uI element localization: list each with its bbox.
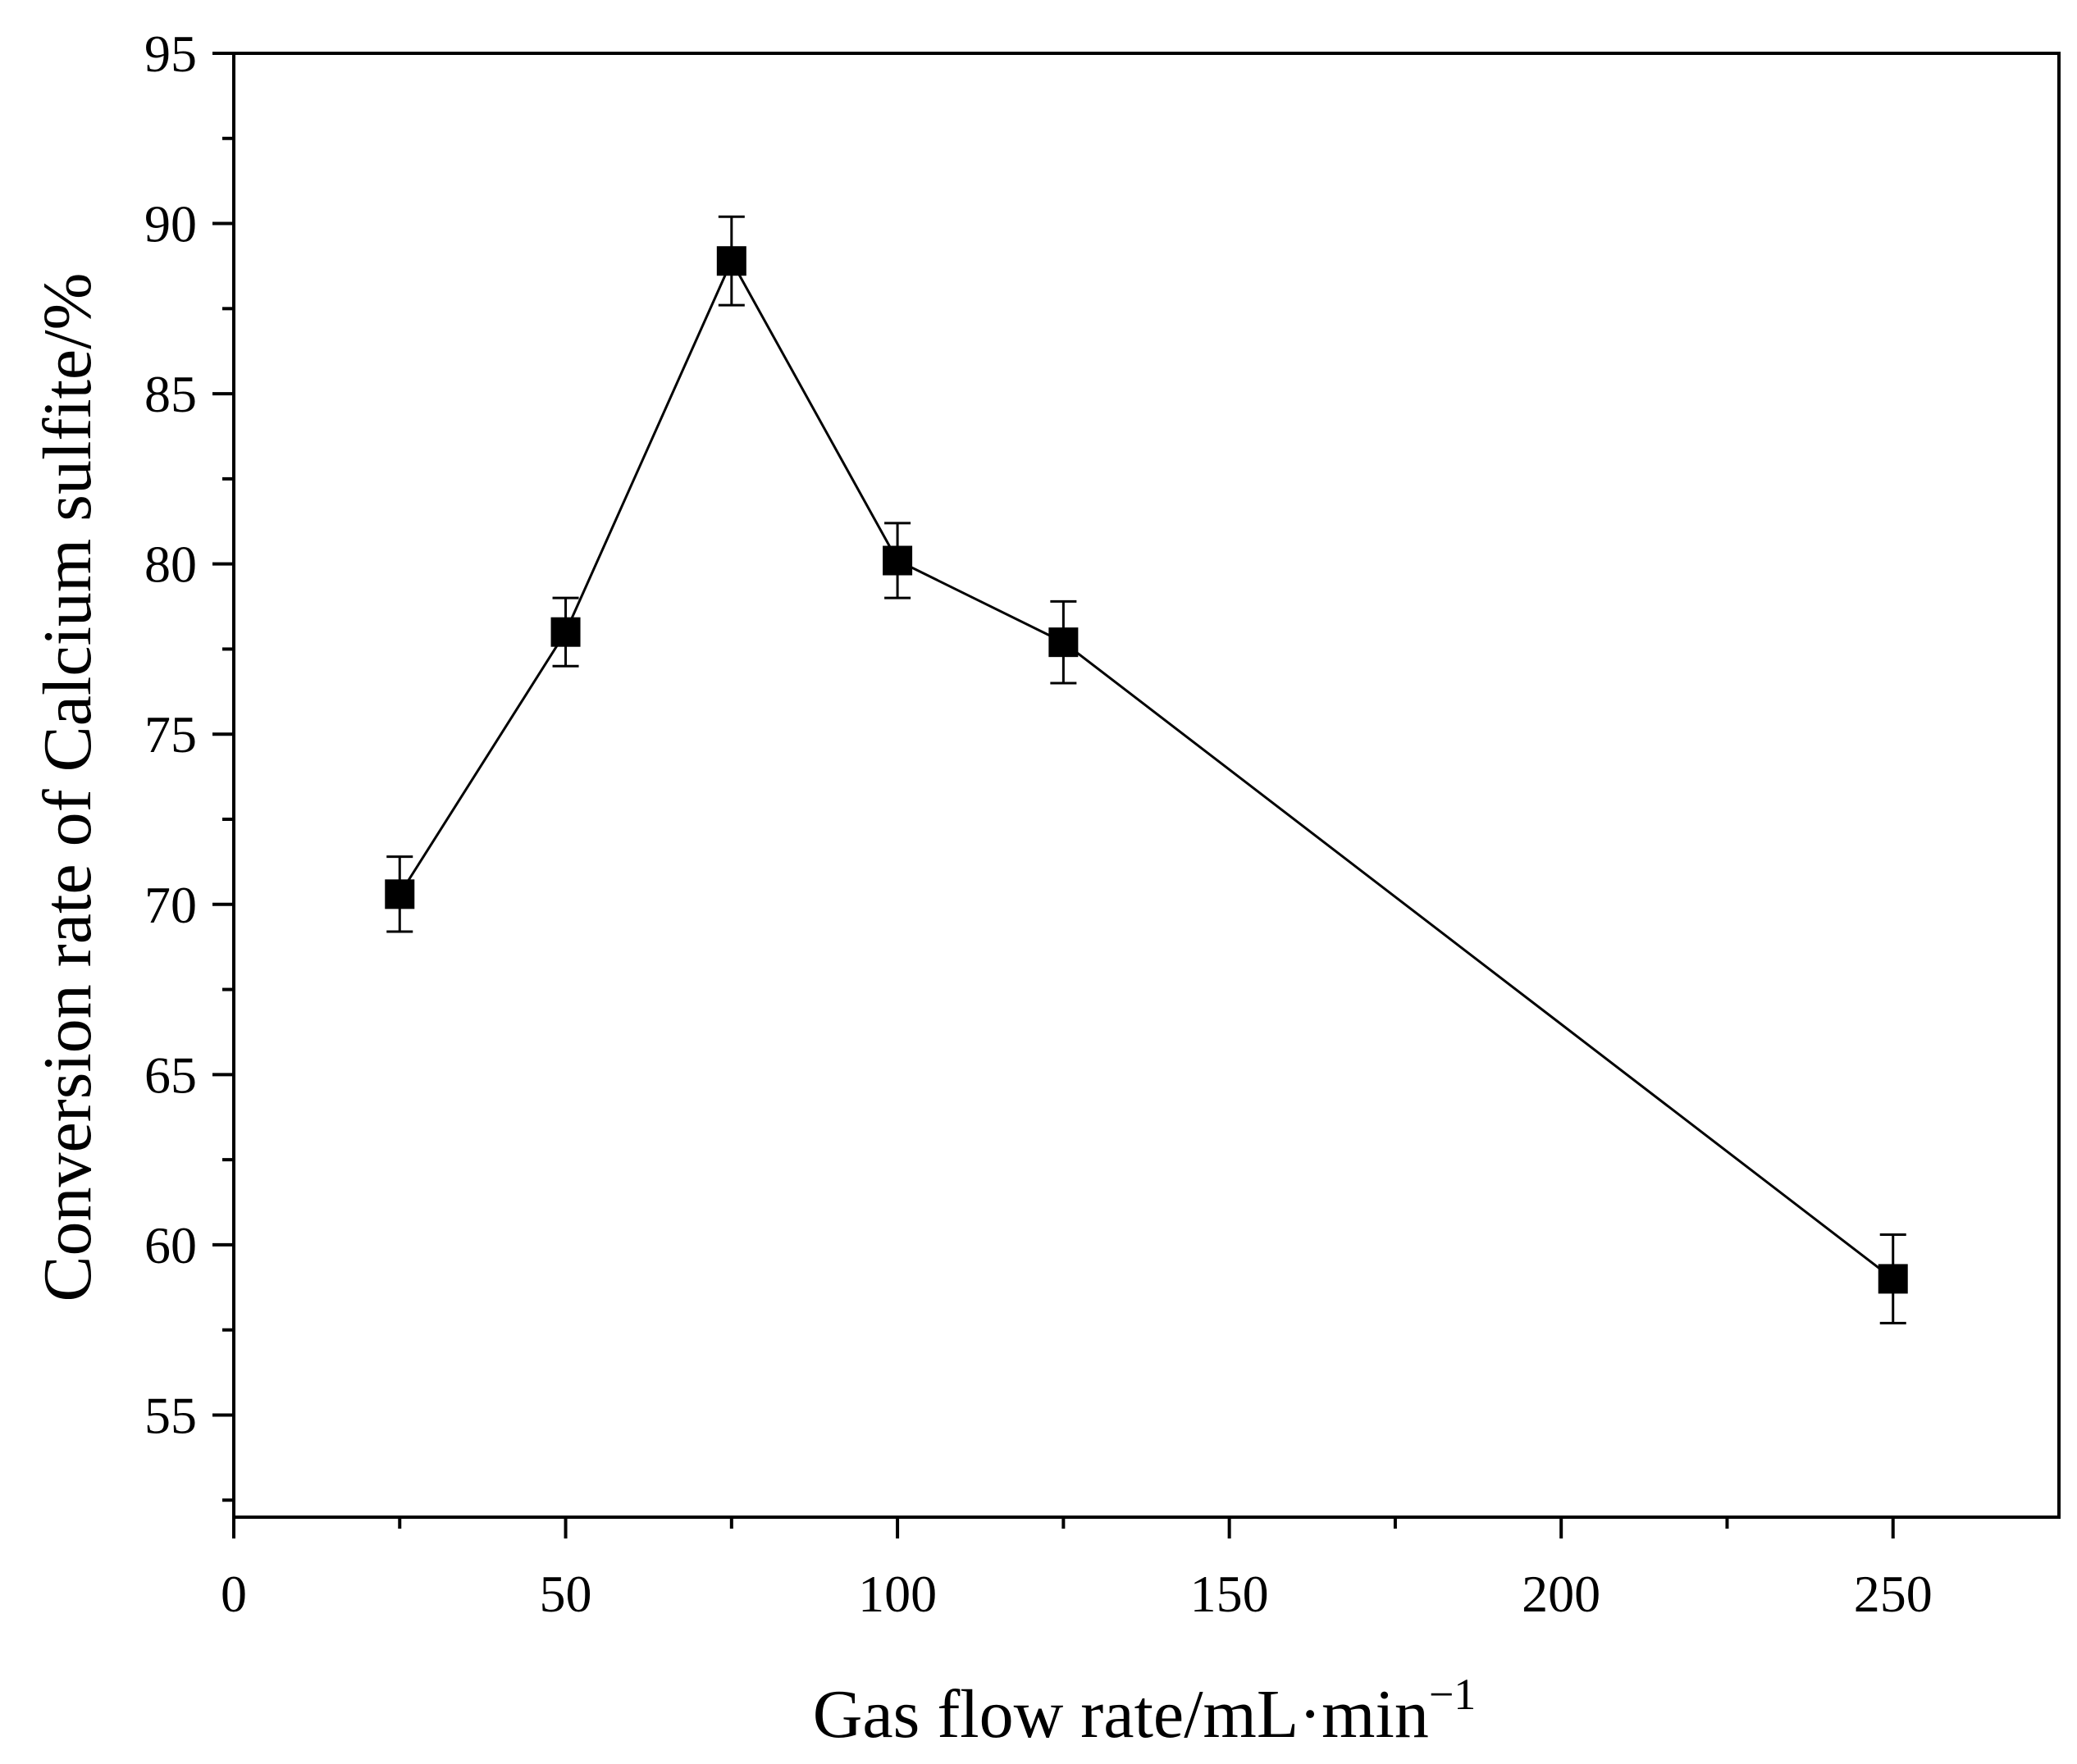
x-tick-label: 100 [858, 1565, 937, 1623]
y-tick-label: 60 [144, 1216, 197, 1274]
y-tick-label: 95 [144, 25, 197, 83]
y-tick-label: 65 [144, 1046, 197, 1104]
y-tick-label: 80 [144, 536, 197, 594]
data-series [385, 215, 1908, 1324]
ticks: 0 50 100 150 200 250 55 60 65 70 75 80 85 90 95 [144, 25, 1933, 1623]
series-line [399, 258, 1894, 1280]
data-point-marker [883, 545, 913, 576]
x-tick-label: 200 [1522, 1565, 1600, 1623]
y-tick-label: 90 [144, 195, 197, 253]
x-axis-title-superscript: −1 [1429, 1670, 1476, 1719]
y-tick-label: 70 [144, 876, 197, 934]
y-axis-title: Conversion rate of Calcium sulfite/% [30, 272, 106, 1301]
y-tick-label: 55 [144, 1386, 197, 1444]
x-tick-label: 150 [1190, 1565, 1269, 1623]
data-point-marker [716, 246, 746, 276]
y-tick-label: 85 [144, 365, 197, 423]
x-tick-label: 0 [221, 1565, 247, 1623]
x-tick-label: 50 [540, 1565, 592, 1623]
axes [232, 52, 2061, 1519]
x-axis-title: Gas flow rate/mL·min−1 [813, 1670, 1477, 1753]
data-point-marker [1878, 1264, 1908, 1294]
data-point-marker [550, 617, 581, 647]
x-axis-title-text: Gas flow rate/mL·min [813, 1676, 1429, 1753]
x-tick-label: 250 [1854, 1565, 1933, 1623]
data-point-marker [385, 879, 415, 909]
data-point-marker [1048, 627, 1079, 658]
y-tick-label: 75 [144, 705, 197, 763]
plot-frame [232, 52, 2061, 1519]
